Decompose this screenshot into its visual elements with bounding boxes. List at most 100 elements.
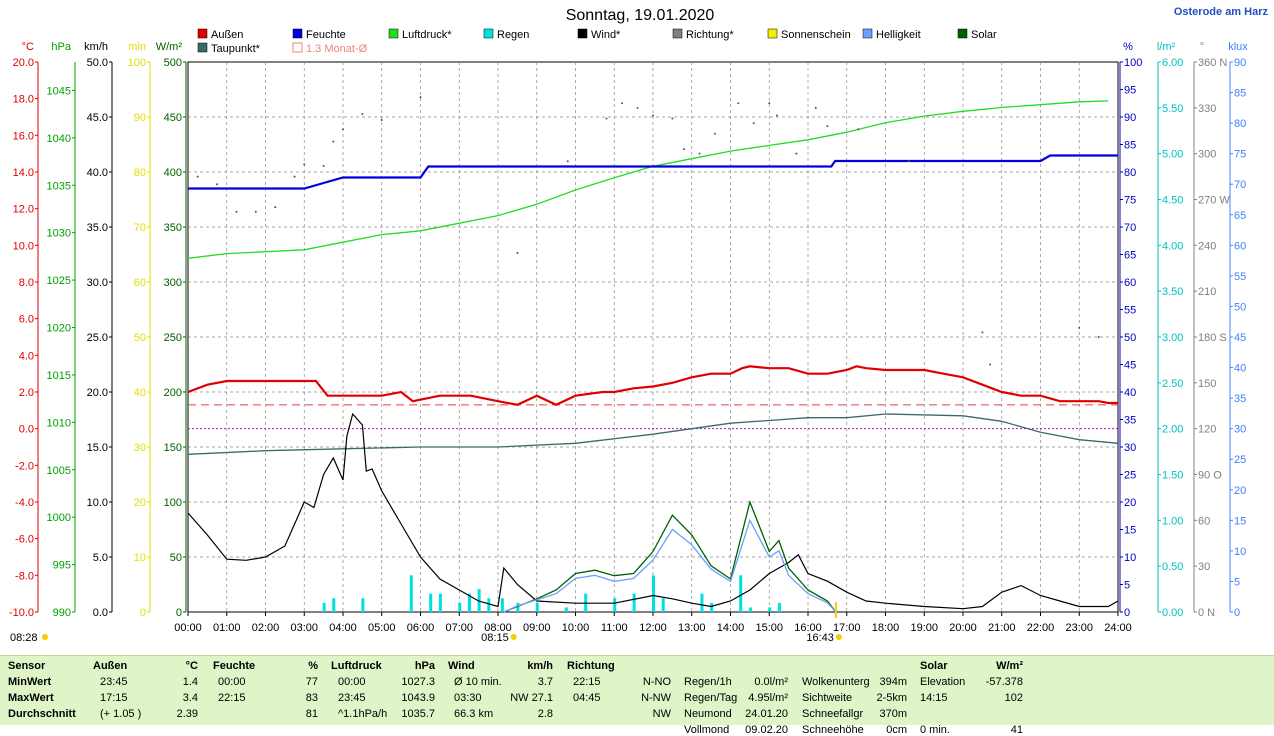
footer-value: ^1.1hPa/h — [338, 708, 388, 720]
right-axes: %100959085807570656055504540353025201510… — [1119, 41, 1248, 619]
right-axis-tick-label: 20 — [1124, 497, 1136, 509]
rain-bar — [613, 598, 617, 612]
footer-value: 2-5km — [876, 692, 907, 704]
footer-value: N-NO — [642, 676, 671, 688]
footer-value: 0cm — [886, 724, 907, 736]
footer-value: 24.01.20 — [745, 708, 788, 720]
left-axis-tick-label: 995 — [53, 560, 71, 572]
left-axis-tick-label: -8.0 — [15, 570, 34, 582]
chart-legend: Außen Feuchte Luftdruck* Regen Wind* Richtung… — [197, 28, 997, 55]
right-axis-tick-label: 5.00 — [1162, 149, 1183, 161]
left-axis-tick-label: 150 — [164, 442, 182, 454]
footer-header: Richtung — [567, 660, 615, 672]
direction-dot — [274, 206, 277, 209]
footer-header: Feuchte — [213, 660, 256, 672]
direction-dot — [605, 117, 608, 120]
right-axis-tick-label: 5 — [1234, 576, 1240, 588]
x-tick-label: 02:00 — [252, 622, 280, 634]
direction-dot — [216, 183, 219, 186]
left-axis-tick-label: 2.0 — [19, 387, 34, 399]
right-axis-tick-label: 10 — [1234, 546, 1246, 558]
left-axis-unit: °C — [22, 41, 34, 53]
footer-value: 41 — [1010, 724, 1023, 736]
right-axis-tick-label: 50 — [1124, 332, 1136, 344]
legend-swatch — [197, 42, 208, 53]
rain-bar — [438, 593, 442, 612]
footer-value: Sichtweite — [802, 692, 853, 704]
right-axis-tick-label: 70 — [1234, 179, 1246, 191]
right-axis-tick-label: 75 — [1234, 149, 1246, 161]
direction-dot — [907, 160, 910, 163]
right-axis-tick-label: 55 — [1234, 271, 1246, 283]
right-axis-tick-label: 75 — [1124, 195, 1136, 207]
footer-value: Ø 10 min. — [454, 676, 502, 688]
series-line-1 — [187, 413, 1119, 455]
right-axis-tick-label: 0.00 — [1162, 607, 1183, 619]
rain-bar — [361, 598, 365, 612]
right-axis-tick-label: 300 — [1198, 149, 1216, 161]
left-axis-tick-label: -10.0 — [9, 607, 34, 619]
right-axis-tick-label: 30 — [1234, 424, 1246, 436]
right-axis-tick-label: 10 — [1124, 552, 1136, 564]
legend-swatch — [292, 42, 303, 53]
legend-swatch — [767, 28, 778, 39]
left-axis-tick-label: 1010 — [47, 417, 71, 429]
footer-value: 1043.9 — [401, 692, 435, 704]
footer-value: Vollmond — [684, 724, 730, 736]
legend-label: Sonnenschein — [781, 29, 851, 41]
left-axis-unit: W/m² — [156, 41, 183, 53]
left-axis-unit: km/h — [84, 41, 108, 53]
right-axis-tick-label: 60 — [1198, 515, 1210, 527]
right-axis-tick-label: 95 — [1124, 85, 1136, 97]
footer-header: Wind — [448, 660, 475, 672]
left-axis-tick-label: 12.0 — [13, 204, 34, 216]
direction-dot — [714, 132, 716, 135]
footer-value: 00:00 — [338, 676, 366, 688]
sunset-time: 16:43 — [806, 632, 834, 644]
legend-label: Außen — [211, 29, 243, 41]
left-axis-tick-label: -4.0 — [15, 497, 34, 509]
x-tick-label: 11:00 — [601, 622, 628, 634]
direction-dot — [768, 102, 771, 105]
left-axis-tick-label: 16.0 — [13, 130, 34, 142]
right-axis-tick-label: 80 — [1234, 118, 1246, 130]
sunset-icon — [835, 634, 842, 640]
x-tick-label: 06:00 — [407, 622, 435, 634]
direction-dot — [826, 125, 829, 128]
footer-value: 23:45 — [338, 692, 366, 704]
direction-dot — [698, 152, 701, 155]
left-axis-tick-label: 5.0 — [93, 552, 108, 564]
footer-row-label: MinWert — [8, 676, 52, 688]
direction-dot — [683, 148, 685, 151]
right-axis-tick-label: 20 — [1234, 485, 1246, 497]
left-axis-tick-label: 45.0 — [87, 112, 108, 124]
left-axis-tick-label: 50 — [134, 332, 146, 344]
legend-label: Feuchte — [306, 29, 346, 41]
right-axis-tick-label: 40 — [1234, 363, 1246, 375]
right-axis-tick-label: 2.50 — [1162, 378, 1183, 390]
footer-header: % — [308, 660, 318, 672]
x-tick-label: 21:00 — [988, 622, 1016, 634]
footer-value: 83 — [305, 692, 318, 704]
left-axis-tick-label: 500 — [164, 57, 182, 69]
left-axis-tick-label: 0 — [176, 607, 182, 619]
right-axis-tick-label: 100 — [1124, 57, 1142, 69]
left-axis-tick-label: 10 — [134, 552, 146, 564]
left-axis-tick-label: 30.0 — [87, 277, 108, 289]
direction-dot — [303, 163, 306, 166]
x-tick-label: 24:00 — [1104, 622, 1132, 634]
footer-value: Elevation — [920, 676, 966, 688]
footer-value: 2.8 — [537, 708, 553, 720]
direction-dot — [1097, 336, 1100, 338]
x-axis-ticks: 00:00 01:00 02:00 03:00 04:00 05:00 06:00 07:00… — [174, 612, 1132, 634]
chart-title: Sonntag, 19.01.2020 — [566, 7, 715, 24]
sunrise-time: 08:15 — [481, 632, 509, 644]
right-axis-tick-label: 4.50 — [1162, 195, 1183, 207]
rain-bar — [500, 598, 504, 612]
right-axis-tick-label: 35 — [1234, 393, 1246, 405]
right-axis-tick-label: 80 — [1124, 167, 1136, 179]
right-axis-tick-label: 30 — [1198, 561, 1210, 573]
legend-swatch — [862, 28, 873, 39]
x-tick-label: 05:00 — [368, 622, 396, 634]
direction-dot — [235, 210, 238, 213]
